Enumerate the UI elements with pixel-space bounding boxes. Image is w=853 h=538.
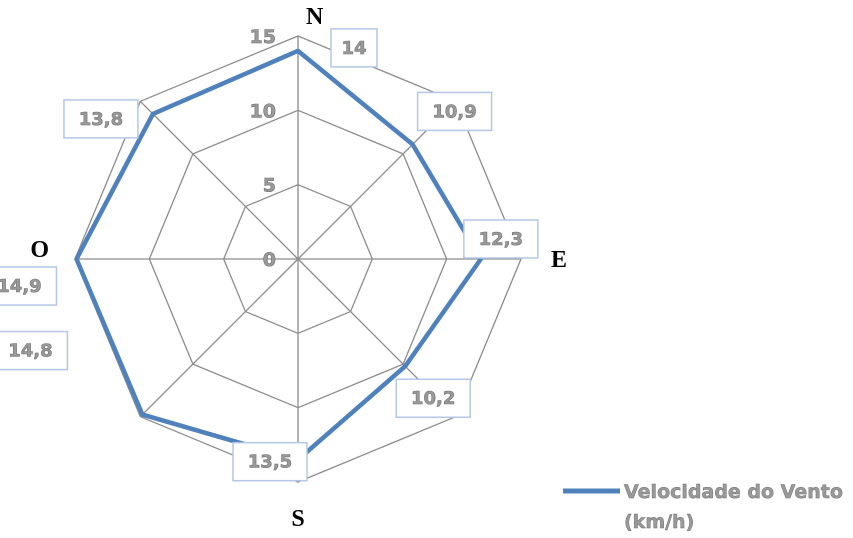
data-label-box xyxy=(63,99,139,139)
data-label: 14 xyxy=(330,28,378,68)
data-label: 13,8 xyxy=(63,99,139,139)
data-label-box xyxy=(463,219,539,259)
category-label: E xyxy=(551,247,567,273)
data-label-text: 13,5 xyxy=(248,452,292,473)
data-label-text: 10,9 xyxy=(432,101,476,122)
grid-spoke xyxy=(139,258,299,418)
data-label-text: 13,8 xyxy=(79,109,123,130)
radar-grid xyxy=(74,35,522,483)
data-label-box xyxy=(395,378,471,418)
data-label-box xyxy=(0,266,58,306)
category-label: O xyxy=(30,237,49,263)
category-label: S xyxy=(291,506,304,532)
data-label: 14,8 xyxy=(0,330,69,371)
data-label: 13,5 xyxy=(232,441,308,482)
data-label-text: 14 xyxy=(341,38,366,59)
legend-label-line1: Velocidade do Vento xyxy=(624,481,843,503)
tick-label: 10 xyxy=(250,100,276,122)
data-label-box xyxy=(0,330,69,371)
category-labels: N E S O xyxy=(30,4,567,532)
tick-label: 0 xyxy=(263,249,276,271)
grid-spoke xyxy=(139,100,299,260)
data-label-text: 14,8 xyxy=(8,341,52,362)
legend-label-line2: (km/h) xyxy=(624,511,694,533)
data-label-text: 14,9 xyxy=(0,276,42,297)
data-label-box xyxy=(416,91,493,132)
data-label-text: 10,2 xyxy=(411,388,455,409)
data-label: 10,2 xyxy=(395,378,471,418)
tick-label: 15 xyxy=(250,26,276,48)
legend: Velocidade do Vento (km/h) xyxy=(563,481,843,533)
data-label: 14,9 xyxy=(0,266,58,306)
data-label: 12,3 xyxy=(463,219,539,259)
radial-ticks: 0 5 10 15 xyxy=(249,26,276,272)
category-label: N xyxy=(306,4,324,30)
data-label-box xyxy=(330,28,378,68)
tick-label: 5 xyxy=(263,175,276,197)
data-label-box xyxy=(232,441,308,482)
data-label-text: 12,3 xyxy=(479,229,523,250)
data-label: 10,9 xyxy=(416,91,493,132)
data-labels: 14 10,9 12,3 10,2 13,5 14,8 14,9 13,8 xyxy=(0,28,539,482)
